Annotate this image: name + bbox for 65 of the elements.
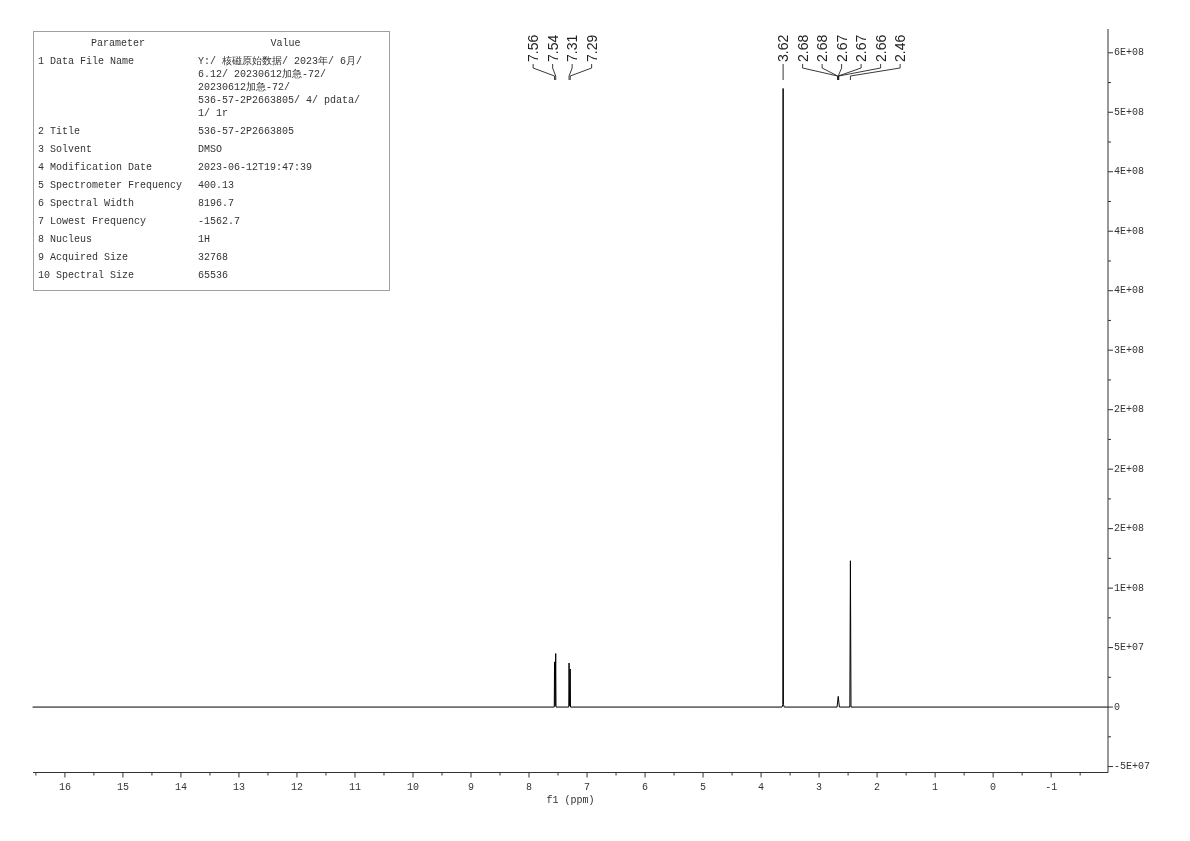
annotation: 65536	[198, 269, 229, 281]
annotation: 7.56	[525, 34, 542, 62]
y-tick-label: 0	[1114, 701, 1121, 713]
annotation: 7.54	[544, 34, 561, 62]
annotation: DMSO	[198, 143, 223, 155]
x-tick-label: 1	[932, 781, 939, 793]
annotation: 3.62	[775, 34, 792, 62]
annotation: 7 Lowest Frequency	[37, 214, 148, 229]
x-tick-label: 7	[584, 781, 591, 793]
x-tick-label: 2	[874, 781, 881, 793]
x-tick-label: 14	[174, 781, 187, 793]
y-tick-label: 3E+08	[1114, 344, 1145, 356]
annotation: 536-57-2P2663805	[198, 125, 295, 137]
y-tick-label: 1E+08	[1114, 582, 1145, 594]
annotation: 2.46	[892, 34, 909, 62]
annotation: 7.31	[564, 34, 581, 62]
annotation: 2 Title	[37, 124, 81, 139]
annotation: 3 Solvent	[37, 142, 93, 157]
annotation: 8196.7	[198, 197, 235, 209]
annotation: 2.66	[872, 34, 889, 62]
x-tick-label: 9	[468, 781, 475, 793]
y-tick-label: 4E+08	[1114, 166, 1145, 178]
annotation: 2.67	[833, 34, 850, 62]
x-tick-label: 10	[406, 781, 419, 793]
x-tick-label: 4	[758, 781, 765, 793]
y-tick-label: 4E+08	[1114, 285, 1145, 297]
annotation: 5 Spectrometer Frequency	[37, 178, 184, 193]
annotation: Parameter	[90, 36, 146, 51]
x-tick-label: 15	[116, 781, 129, 793]
annotation: 1H	[198, 233, 211, 245]
x-tick-label: 6	[642, 781, 649, 793]
x-axis-title: f1 (ppm)	[546, 794, 595, 806]
annotation: 7.29	[583, 34, 600, 62]
annotation: 6 Spectral Width	[37, 196, 135, 211]
annotation: 9 Acquired Size	[37, 250, 129, 265]
y-tick-label: 2E+08	[1114, 463, 1145, 475]
annotation: 1 Data File Name	[37, 54, 135, 69]
y-tick-label: 5E+07	[1114, 642, 1145, 654]
annotation: -1562.7	[198, 215, 241, 227]
x-tick-label: 5	[700, 781, 707, 793]
annotation: 2.68	[814, 34, 831, 62]
y-tick-label: -5E+07	[1114, 761, 1151, 773]
annotation: 400.13	[198, 179, 235, 191]
x-tick-label: 12	[290, 781, 303, 793]
x-tick-label: 16	[58, 781, 71, 793]
x-tick-label: 11	[348, 781, 361, 793]
x-tick-label: 0	[990, 781, 997, 793]
text: Y:/ 核磁原始数据/ 2023年/ 6月/ 6.12/ 20230612加急-72/ 20230612加急-72/ 536-57-2P2663805/ 4/ pdata/ 1/ 1r	[198, 55, 363, 119]
annotation: 2023-06-12T19:47:39	[198, 161, 313, 173]
y-tick-label: 2E+08	[1114, 523, 1145, 535]
annotation: 4 Modification Date	[37, 160, 154, 175]
annotation: 8 Nucleus	[37, 232, 93, 247]
y-tick-label: 4E+08	[1114, 225, 1145, 237]
x-tick-label: 3	[816, 781, 823, 793]
annotation: Value	[270, 37, 301, 49]
y-tick-label: 5E+08	[1114, 106, 1145, 118]
x-tick-label: 8	[526, 781, 533, 793]
annotation: 2.68	[794, 34, 811, 62]
y-tick-label: 6E+08	[1114, 47, 1145, 59]
annotation: 2.67	[853, 34, 870, 62]
annotation: 10 Spectral Size	[37, 268, 135, 283]
y-tick-label: 2E+08	[1114, 404, 1145, 416]
annotation: 32768	[198, 251, 229, 263]
x-tick-label: 13	[232, 781, 245, 793]
x-tick-label: -1	[1045, 781, 1058, 793]
